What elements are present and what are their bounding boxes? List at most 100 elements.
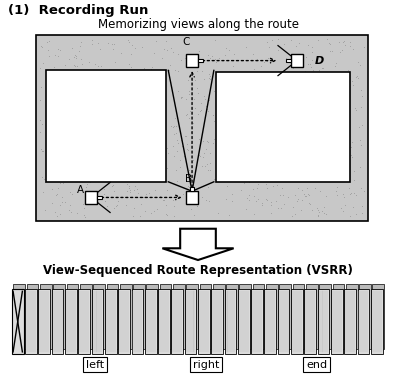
Point	[264, 185, 270, 192]
Point	[187, 169, 194, 176]
Point	[37, 96, 43, 102]
Point	[348, 144, 354, 150]
Point	[118, 50, 124, 56]
Point	[67, 188, 73, 195]
Point	[250, 211, 257, 217]
Bar	[253, 284, 265, 349]
Point	[211, 176, 218, 182]
Polygon shape	[162, 229, 234, 260]
Point	[177, 164, 183, 170]
Point	[196, 48, 202, 54]
Point	[148, 210, 154, 216]
Point	[333, 188, 339, 194]
Point	[165, 66, 171, 73]
Bar	[226, 284, 238, 349]
Point	[246, 192, 253, 198]
Bar	[85, 191, 97, 204]
Point	[336, 39, 343, 45]
Point	[215, 55, 222, 61]
Point	[191, 77, 198, 83]
Point	[291, 211, 298, 217]
Point	[73, 55, 80, 61]
Point	[209, 111, 216, 118]
Point	[195, 201, 202, 207]
Point	[169, 124, 176, 130]
Point	[316, 209, 323, 215]
Point	[55, 53, 61, 59]
Point	[71, 54, 77, 60]
Point	[303, 192, 309, 199]
Point	[102, 198, 108, 204]
Point	[38, 83, 44, 90]
Point	[303, 185, 310, 191]
Point	[353, 74, 359, 80]
Point	[351, 190, 358, 197]
Point	[321, 204, 327, 210]
Point	[356, 62, 363, 68]
Point	[57, 179, 63, 186]
Bar	[266, 284, 278, 349]
Point	[183, 160, 189, 166]
Point	[97, 63, 104, 69]
Point	[57, 202, 63, 208]
Point	[191, 168, 198, 174]
Point	[208, 150, 214, 156]
Point	[212, 56, 219, 63]
Bar	[38, 289, 50, 354]
Point	[166, 66, 173, 73]
Point	[210, 176, 217, 182]
Bar	[211, 289, 223, 354]
Point	[195, 90, 201, 97]
Point	[295, 40, 302, 47]
Point	[255, 196, 262, 202]
Point	[49, 187, 55, 193]
Point	[184, 141, 190, 147]
Point	[200, 138, 207, 144]
Point	[152, 187, 158, 194]
Point	[66, 206, 72, 213]
Bar	[97, 196, 102, 199]
Point	[39, 148, 46, 154]
Point	[40, 148, 46, 154]
Point	[307, 61, 313, 67]
Text: Memorizing views along the route: Memorizing views along the route	[97, 18, 299, 30]
Point	[337, 49, 344, 55]
Bar	[107, 284, 118, 349]
Text: D: D	[315, 56, 324, 66]
Bar	[65, 289, 77, 354]
Point	[281, 41, 287, 47]
Bar	[359, 284, 371, 349]
Point	[197, 153, 204, 159]
Bar	[186, 191, 198, 204]
Point	[71, 62, 78, 68]
Point	[126, 183, 132, 189]
Point	[350, 204, 356, 210]
Point	[199, 154, 206, 160]
Point	[84, 181, 90, 188]
Point	[104, 203, 110, 209]
Point	[174, 148, 181, 154]
Point	[57, 47, 63, 54]
Point	[198, 100, 204, 106]
Point	[359, 122, 365, 128]
Point	[187, 108, 193, 114]
Point	[170, 143, 176, 149]
Point	[293, 43, 299, 49]
Point	[101, 186, 107, 192]
Point	[111, 188, 118, 194]
Point	[316, 67, 322, 74]
Point	[100, 191, 107, 197]
Point	[163, 202, 169, 208]
Point	[355, 59, 362, 65]
Point	[299, 187, 305, 193]
Point	[179, 143, 185, 149]
Point	[358, 185, 364, 191]
Point	[73, 53, 79, 59]
Bar	[171, 289, 183, 354]
Point	[309, 49, 315, 56]
Bar	[36, 35, 368, 221]
Point	[315, 207, 321, 213]
Point	[197, 108, 204, 114]
Point	[93, 188, 99, 195]
Bar	[118, 289, 130, 354]
